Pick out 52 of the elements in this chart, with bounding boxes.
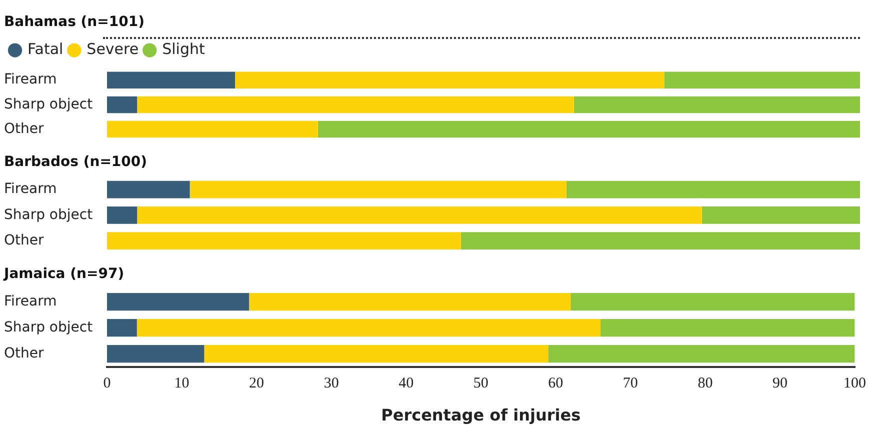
x-tick-label: 90 <box>772 376 788 392</box>
legend-label: Fatal <box>28 40 64 58</box>
bar <box>235 72 664 88</box>
bar <box>702 206 860 224</box>
chart-title: Jamaica (n=97) <box>3 266 124 282</box>
bar <box>204 344 548 363</box>
bar <box>107 120 318 138</box>
chart-title: Barbados (n=100) <box>4 154 148 170</box>
bar <box>318 120 860 138</box>
bar <box>190 180 566 198</box>
bar <box>249 292 571 311</box>
x-tick-label: 10 <box>174 376 190 392</box>
bar <box>574 96 860 114</box>
bar <box>107 96 138 114</box>
legend-label: Slight <box>162 40 205 58</box>
y-tick-label: Firearm <box>4 72 57 88</box>
y-tick-label: Firearm <box>4 181 57 198</box>
bar <box>460 232 860 250</box>
y-tick-label: Other <box>4 232 44 248</box>
x-tick-label: 30 <box>324 376 339 392</box>
bar <box>664 72 860 88</box>
bar <box>570 292 855 311</box>
x-tick-label: 0 <box>103 376 111 392</box>
bar <box>136 318 601 337</box>
x-tick-label: 80 <box>698 376 713 392</box>
x-tick-label: 100 <box>844 376 866 392</box>
bar <box>548 344 855 363</box>
bar <box>107 232 461 250</box>
bar <box>107 292 250 311</box>
bar <box>566 180 860 198</box>
bar <box>137 206 702 224</box>
y-tick-label: Firearm <box>4 293 57 310</box>
y-tick-label: Other <box>4 120 44 137</box>
x-tick-label: 20 <box>249 376 264 392</box>
bar <box>107 72 236 88</box>
chart-title: Bahamas (n=101) <box>4 14 144 30</box>
bar <box>600 318 855 337</box>
x-tick-label: 60 <box>548 376 564 392</box>
bar <box>137 96 574 114</box>
legend-label: Severe <box>86 40 139 58</box>
y-tick-label: Sharp object <box>4 96 94 112</box>
x-axis-title: Percentage of injuries <box>381 406 581 425</box>
bar <box>107 206 138 224</box>
x-tick-label: 70 <box>622 376 638 392</box>
x-tick-label: 50 <box>473 376 488 392</box>
y-tick-label: Sharp object <box>4 319 94 336</box>
x-tick-label: 40 <box>398 376 414 392</box>
bar <box>107 318 137 337</box>
y-tick-label: Other <box>4 345 44 362</box>
bar <box>107 180 190 198</box>
y-tick-label: Sharp object <box>4 206 94 223</box>
bar <box>107 344 204 363</box>
